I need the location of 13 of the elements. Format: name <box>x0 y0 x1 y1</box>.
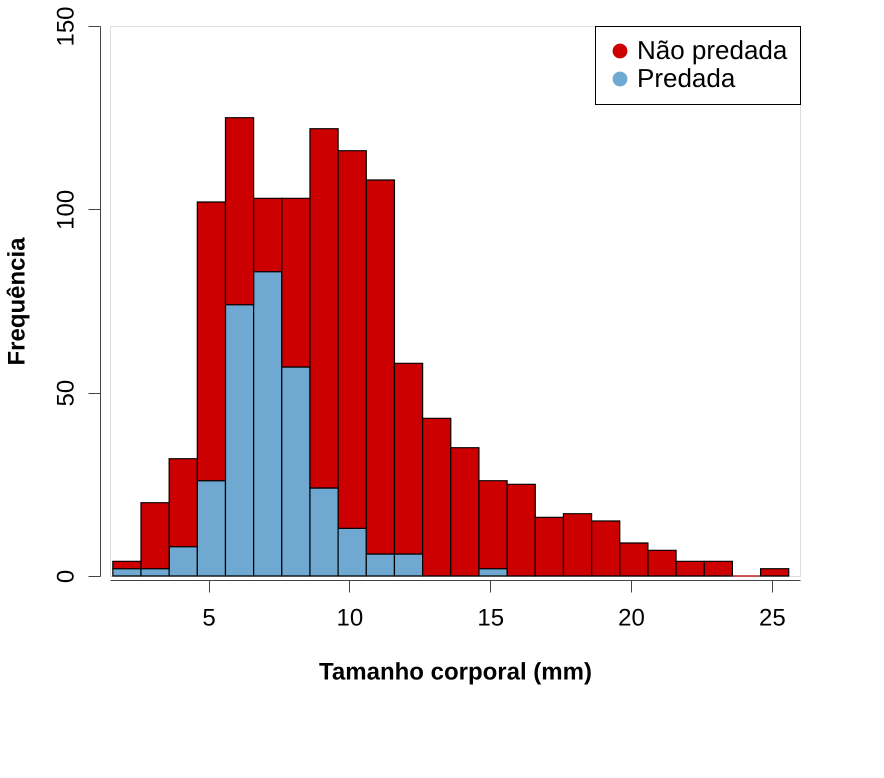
x-tick-label: 20 <box>618 604 645 632</box>
x-axis-title: Tamanho corporal (mm) <box>319 658 592 686</box>
legend-label: Não predada <box>637 35 788 65</box>
y-tick-label: 0 <box>52 570 80 584</box>
y-tick-label: 100 <box>52 190 80 230</box>
x-tick-label: 5 <box>202 604 216 632</box>
y-axis-title: Frequência <box>4 236 30 366</box>
y-tick-label: 50 <box>52 380 80 407</box>
x-tick-label: 15 <box>477 604 504 632</box>
x-tick-label: 10 <box>336 604 364 632</box>
y-tick-label: 150 <box>52 6 80 47</box>
x-tick-label: 25 <box>758 604 786 632</box>
legend-label: Predada <box>637 63 736 93</box>
